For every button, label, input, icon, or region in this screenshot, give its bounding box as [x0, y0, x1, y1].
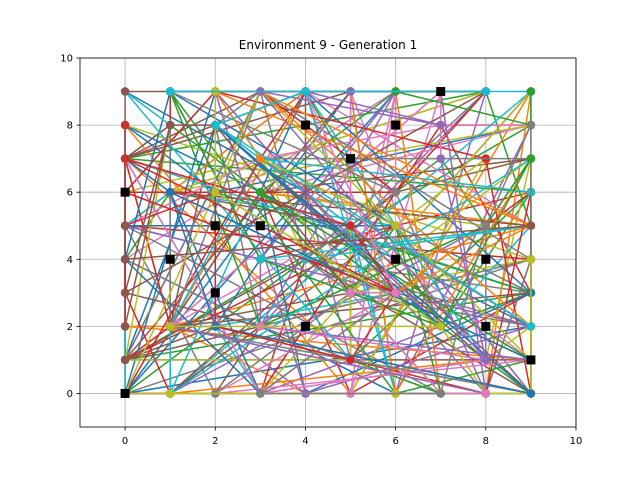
route-point	[481, 87, 490, 96]
route-point	[256, 389, 265, 398]
square-marker	[120, 388, 130, 398]
square-marker	[481, 321, 491, 331]
square-marker	[391, 254, 401, 264]
square-marker	[346, 154, 356, 164]
route-line	[169, 90, 532, 328]
route-point	[346, 221, 355, 230]
route-point	[120, 355, 130, 365]
route-point	[166, 120, 175, 130]
square-marker	[210, 288, 220, 298]
square-marker	[300, 120, 310, 130]
route-point	[526, 389, 536, 398]
route-point	[166, 322, 175, 331]
x-tick-label: 6	[392, 436, 398, 447]
square-marker	[391, 120, 401, 130]
y-tick-label: 0	[67, 389, 73, 400]
x-axis: 0 2 4 6 8 10	[122, 427, 582, 447]
route-point	[211, 120, 220, 130]
x-tick-label: 10	[570, 436, 583, 447]
route-point	[481, 389, 490, 398]
route-point	[346, 288, 355, 297]
route-point	[526, 322, 536, 331]
route-line	[124, 158, 487, 395]
route-point	[120, 255, 130, 264]
route-point	[526, 87, 536, 96]
route-point	[256, 154, 265, 163]
route-point	[120, 87, 130, 96]
route-point	[436, 120, 445, 130]
square-marker	[436, 87, 446, 97]
route-point	[256, 255, 265, 264]
route-point	[526, 221, 536, 230]
route-point	[481, 221, 490, 230]
x-tick-label: 4	[302, 436, 308, 447]
x-tick-label: 0	[122, 436, 128, 447]
route-point	[526, 120, 536, 130]
y-tick-label: 8	[67, 121, 73, 132]
route-point	[301, 87, 310, 96]
square-marker	[210, 221, 220, 231]
route-point	[166, 188, 175, 197]
square-marker	[481, 254, 491, 264]
route-point	[120, 288, 130, 297]
route-point	[391, 188, 400, 197]
route-lines	[120, 87, 536, 398]
route-point	[256, 188, 265, 197]
route-line	[214, 90, 532, 227]
route-line	[260, 124, 532, 395]
y-tick-label: 2	[67, 322, 73, 333]
route-point	[436, 154, 445, 163]
route-point	[211, 188, 220, 197]
chart-title: Environment 9 - Generation 1	[239, 38, 417, 52]
square-marker	[120, 187, 130, 197]
route-line	[124, 90, 487, 327]
x-tick-label: 2	[212, 436, 218, 447]
square-marker	[300, 321, 310, 331]
route-point	[526, 154, 536, 163]
square-marker	[526, 355, 536, 365]
route-point	[526, 255, 536, 264]
route-point	[391, 288, 400, 297]
route-point	[481, 355, 490, 365]
square-marker	[255, 221, 265, 231]
y-axis: 0 2 4 6 8 10	[60, 54, 80, 400]
plot-frame	[79, 57, 577, 428]
route-point	[166, 87, 175, 96]
y-tick-label: 4	[67, 255, 73, 266]
route-point	[346, 355, 355, 365]
route-point	[120, 221, 130, 230]
route-point	[120, 322, 130, 331]
route-point	[436, 322, 445, 331]
x-tick-label: 8	[483, 436, 489, 447]
route-point	[436, 389, 445, 398]
point-markers	[120, 87, 536, 398]
y-tick-label: 10	[60, 54, 73, 65]
y-tick-label: 6	[67, 188, 73, 199]
square-marker	[165, 254, 175, 264]
